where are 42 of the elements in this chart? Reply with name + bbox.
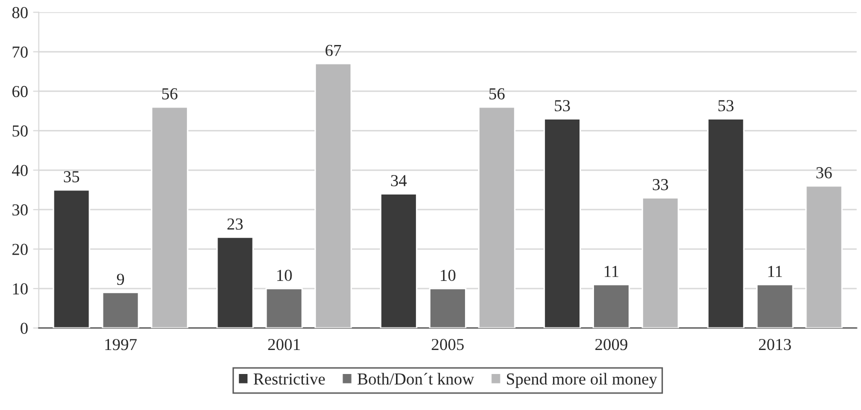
bar <box>478 106 516 328</box>
bar <box>150 106 188 328</box>
y-tick-label: 10 <box>13 283 28 294</box>
bar <box>756 284 794 328</box>
y-tick-label: 50 <box>12 125 28 137</box>
data-label: 53 <box>718 100 734 112</box>
x-tick-label: 2009 <box>595 338 628 350</box>
data-label: 36 <box>816 167 832 178</box>
y-tick-label: 70 <box>12 46 28 58</box>
legend-label: Both/Don´t know <box>358 372 474 385</box>
legend-label: Restrictive <box>254 373 325 385</box>
y-tick-label: 60 <box>12 86 28 98</box>
bar <box>314 62 352 328</box>
data-label: 34 <box>391 175 407 186</box>
y-tick-label: 80 <box>12 7 28 18</box>
data-label: 67 <box>326 44 342 56</box>
data-label: 33 <box>652 179 668 190</box>
data-label: 56 <box>162 88 178 100</box>
bar <box>642 197 680 328</box>
y-tick-label: 0 <box>20 322 28 334</box>
legend-label: Spend more oil money <box>506 372 658 388</box>
bar <box>102 292 140 328</box>
bar <box>592 284 630 328</box>
bar <box>429 288 466 328</box>
x-tick-label: 2001 <box>268 338 300 350</box>
x-tick-label: 2005 <box>432 338 464 350</box>
bar <box>805 185 843 328</box>
data-label: 10 <box>277 270 292 281</box>
data-label: 53 <box>554 100 570 112</box>
data-label: 11 <box>768 266 782 277</box>
data-label: 10 <box>440 270 456 281</box>
y-tick-label: 30 <box>12 204 28 216</box>
y-tick-label: 20 <box>12 244 28 256</box>
data-label: 9 <box>116 274 124 285</box>
x-tick-label: 1997 <box>105 338 137 350</box>
data-label: 35 <box>64 171 80 182</box>
data-label: 23 <box>227 218 243 230</box>
bar <box>265 288 303 328</box>
y-tick-label: 40 <box>12 164 28 176</box>
data-label: 11 <box>604 266 618 277</box>
x-tick-label: 2013 <box>758 338 791 350</box>
data-label: 56 <box>489 88 505 100</box>
